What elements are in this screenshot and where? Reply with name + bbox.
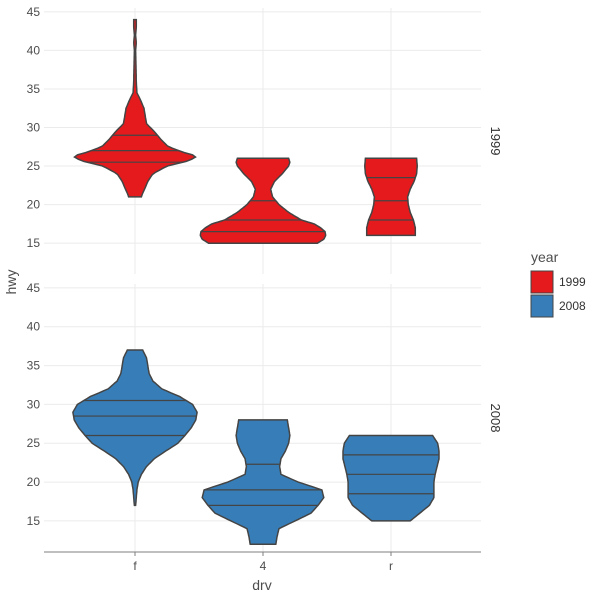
violin-4-2008 xyxy=(201,419,325,545)
y-tick-label: 20 xyxy=(27,198,41,212)
legend-swatch-1999 xyxy=(530,270,554,294)
x-tick-label: r xyxy=(389,559,393,573)
y-tick-label: 40 xyxy=(27,43,41,57)
legend: year 1999 2008 xyxy=(530,249,586,318)
y-tick-label: 20 xyxy=(27,475,41,489)
y-tick-label: 40 xyxy=(27,320,41,334)
violin-r-2008 xyxy=(342,434,440,522)
y-tick-label: 35 xyxy=(27,359,41,373)
violin-f-1999 xyxy=(73,18,197,198)
legend-label-2008: 2008 xyxy=(559,299,586,313)
facet-panel-2008: 15 20 25 30 35 40 45 2008 xyxy=(27,281,503,552)
y-axis-title: hwy xyxy=(3,270,19,295)
y-tick-label: 15 xyxy=(27,514,41,528)
y-tick-label: 45 xyxy=(27,5,41,19)
y-tick-label: 25 xyxy=(27,159,41,173)
violin-f-2008 xyxy=(72,349,198,507)
y-tick-label: 30 xyxy=(27,121,41,135)
x-axis: f 4 r xyxy=(44,551,481,573)
y-tick-label: 15 xyxy=(27,236,41,250)
y-tick-label: 25 xyxy=(27,436,41,450)
x-tick-label: 4 xyxy=(260,559,267,573)
facet-strip-label: 2008 xyxy=(488,404,503,433)
facet-panel-1999: 15 20 25 30 35 40 45 1999 xyxy=(27,5,503,274)
x-axis-title: drv xyxy=(252,577,271,593)
violin-r-1999 xyxy=(364,157,418,237)
x-tick-label: f xyxy=(133,559,137,573)
facet-strip-label: 1999 xyxy=(488,127,503,156)
y-tick-label: 35 xyxy=(27,82,41,96)
legend-title: year xyxy=(531,249,559,265)
legend-swatch-2008 xyxy=(530,294,554,318)
y-tick-label: 30 xyxy=(27,397,41,411)
legend-label-1999: 1999 xyxy=(559,275,586,289)
y-tick-label: 45 xyxy=(27,281,41,295)
panels-layer: 15 20 25 30 35 40 45 1999 15 20 25 30 35 40 45 2008 xyxy=(27,5,503,552)
